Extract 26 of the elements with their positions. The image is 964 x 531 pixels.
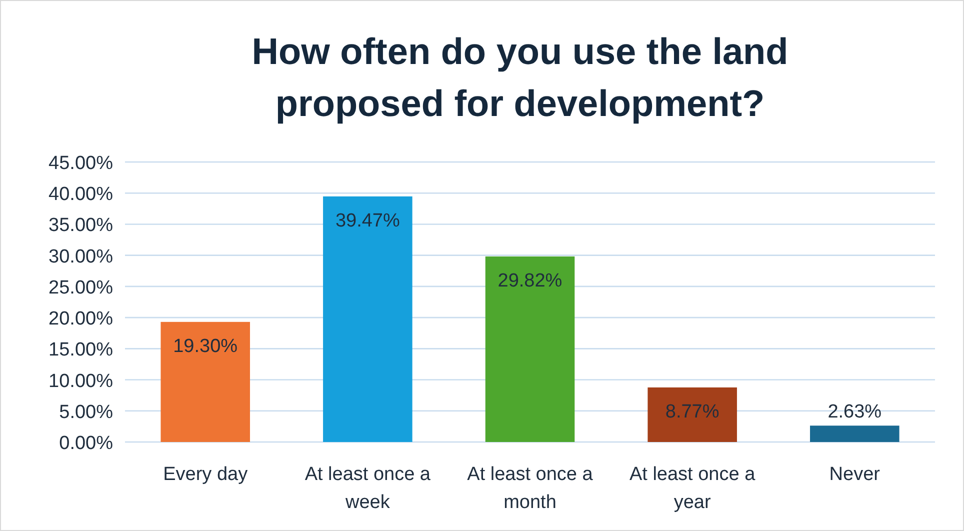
data-label: 39.47% xyxy=(335,210,400,232)
y-tick-label: 15.00% xyxy=(48,340,114,361)
bar xyxy=(485,256,575,442)
y-tick-label: 20.00% xyxy=(48,308,114,330)
y-tick-label: 45.00% xyxy=(48,153,114,174)
x-tick-label: At least once a week xyxy=(304,464,431,513)
x-tick-label: At least once a month xyxy=(467,464,594,513)
y-tick-label: 0.00% xyxy=(59,433,114,454)
data-label: 29.82% xyxy=(498,270,562,292)
data-label: 2.63% xyxy=(828,402,882,423)
chart-title: How often do you use the land proposed for development? xyxy=(252,31,788,124)
data-label: 19.30% xyxy=(173,336,238,357)
data-label: 8.77% xyxy=(665,401,720,422)
bar xyxy=(648,387,737,442)
y-tick-label: 40.00% xyxy=(48,184,114,206)
bar xyxy=(323,196,412,442)
x-tick-label: Every day xyxy=(163,464,248,485)
y-tick-label: 30.00% xyxy=(48,246,114,268)
y-tick-label: 35.00% xyxy=(48,215,114,236)
y-tick-label: 10.00% xyxy=(48,370,114,392)
x-tick-label: At least once a year xyxy=(629,464,756,513)
y-tick-label: 5.00% xyxy=(59,402,114,423)
bar xyxy=(810,426,900,442)
y-tick-label: 25.00% xyxy=(48,277,114,298)
bar xyxy=(160,322,250,442)
x-tick-label: Never xyxy=(829,464,881,485)
